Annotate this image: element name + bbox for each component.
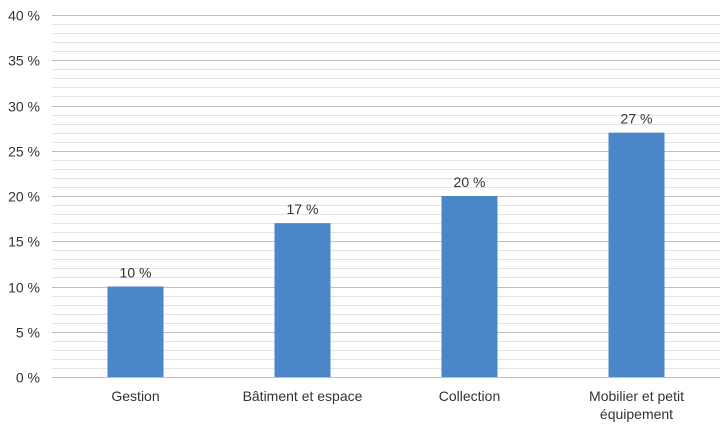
y-tick-label: 25 % — [8, 144, 40, 160]
y-tick-label: 15 % — [8, 234, 40, 250]
y-tick-label: 5 % — [16, 325, 40, 341]
y-tick-label: 30 % — [8, 99, 40, 115]
y-tick-label: 0 % — [16, 370, 40, 386]
data-label: 20 % — [454, 174, 486, 190]
data-label: 10 % — [120, 265, 152, 281]
labels: 0 % 5 % 10 % 15 % 20 % 25 % 30 % 35 % 40 % 10 % Ge… — [8, 8, 684, 423]
bars — [107, 132, 665, 377]
y-tick-label: 35 % — [8, 53, 40, 69]
x-category-label: Collection — [439, 388, 500, 404]
data-label: 27 % — [621, 111, 653, 127]
x-category-label: Mobilier et petit équipement — [589, 388, 684, 422]
y-tick-label: 40 % — [8, 8, 40, 24]
y-tick-label: 20 % — [8, 189, 40, 205]
x-category-label: Bâtiment et espace — [243, 388, 363, 404]
data-label: 17 % — [287, 201, 319, 217]
bar — [274, 223, 331, 377]
bar — [441, 196, 498, 377]
y-tick-label: 10 % — [8, 280, 40, 296]
x-category-label: Gestion — [111, 388, 159, 404]
bar — [107, 286, 164, 377]
bar — [608, 132, 665, 377]
